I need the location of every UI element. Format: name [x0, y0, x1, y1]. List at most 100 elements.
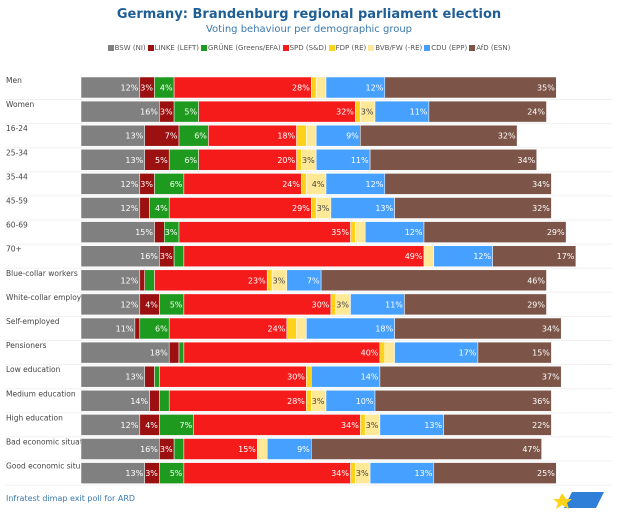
- bar-segment: [266, 269, 273, 292]
- value-label: 5%: [155, 156, 168, 165]
- value-label: 13%: [125, 469, 143, 478]
- legend-swatch: [368, 45, 375, 51]
- category-label: 16-24: [6, 124, 28, 133]
- bar-segment: [139, 197, 150, 219]
- bar-segment: [379, 365, 562, 388]
- value-label: 7%: [307, 276, 320, 285]
- bar-segment: [168, 197, 312, 219]
- legend-swatch: [107, 45, 114, 51]
- value-label: 12%: [121, 180, 139, 189]
- value-label: 13%: [125, 132, 143, 141]
- value-label: 46%: [527, 276, 545, 285]
- value-label: 4%: [145, 421, 158, 430]
- category-label: 25-34: [6, 148, 28, 157]
- value-label: 3%: [165, 228, 178, 237]
- value-label: 11%: [410, 108, 428, 117]
- bar-segment: [306, 124, 317, 147]
- bar-segment: [394, 197, 552, 219]
- value-label: 12%: [121, 421, 139, 430]
- value-label: 12%: [366, 180, 384, 189]
- category-label: Good economic situation: [6, 462, 100, 471]
- category-label: White-collar employees: [6, 293, 94, 302]
- bar-segment: [423, 245, 435, 267]
- value-label: 4%: [312, 180, 325, 189]
- value-label: 5%: [170, 300, 183, 309]
- category-label: Self-employed: [6, 317, 60, 326]
- bar-segment: [154, 365, 160, 388]
- value-label: 3%: [140, 84, 153, 93]
- bar-segment: [384, 173, 552, 195]
- legend-item: SPD (S&D): [282, 44, 327, 52]
- bar-segment: [296, 124, 307, 147]
- bar-segment: [360, 124, 518, 147]
- value-label: 28%: [287, 397, 305, 406]
- value-label: 13%: [125, 373, 143, 382]
- value-label: 15%: [238, 445, 256, 454]
- bar-segment: [173, 76, 312, 99]
- value-label: 15%: [532, 349, 550, 358]
- value-label: 37%: [542, 373, 560, 382]
- bar-segment: [198, 100, 356, 123]
- bar-segment: [168, 390, 307, 412]
- bar-segment: [306, 390, 312, 412]
- value-label: 3%: [336, 300, 349, 309]
- bar-segment: [311, 197, 317, 219]
- legend-label: CDU (EPP): [431, 44, 468, 52]
- value-label: 17%: [459, 349, 477, 358]
- value-label: 32%: [336, 108, 354, 117]
- value-label: 5%: [184, 108, 197, 117]
- value-label: 36%: [532, 397, 550, 406]
- bar-segment: [428, 100, 547, 123]
- value-label: 32%: [532, 204, 550, 213]
- legend-item: GRÜNE (Greens/EFA): [201, 44, 281, 52]
- bar-segment: [178, 341, 185, 364]
- value-label: 34%: [517, 156, 535, 165]
- value-label: 25%: [537, 469, 555, 478]
- value-label: 34%: [341, 421, 359, 430]
- bar-segment: [330, 293, 337, 316]
- bar-segment: [311, 76, 317, 99]
- legend-swatch: [469, 45, 476, 51]
- value-label: 12%: [121, 276, 139, 285]
- value-label: 3%: [160, 108, 173, 117]
- bar-segment: [193, 414, 361, 436]
- value-label: 18%: [375, 325, 393, 334]
- category-label: Men: [6, 76, 22, 85]
- bar-segment: [355, 100, 361, 123]
- value-label: 18%: [150, 349, 168, 358]
- legend-item: FDP (RE): [328, 44, 366, 52]
- value-label: 6%: [184, 156, 197, 165]
- value-label: 3%: [302, 156, 315, 165]
- value-label: 11%: [385, 300, 403, 309]
- value-label: 3%: [160, 445, 173, 454]
- value-label: 23%: [248, 276, 266, 285]
- value-label: 6%: [194, 132, 207, 141]
- bar-segment: [433, 462, 557, 484]
- value-label: 3%: [366, 421, 379, 430]
- value-label: 12%: [473, 252, 491, 261]
- legend-item: CDU (EPP): [424, 44, 467, 52]
- value-label: 30%: [287, 373, 305, 382]
- bar-segment: [350, 221, 356, 243]
- legend-label: BVB/FW (-RE): [375, 44, 423, 52]
- value-label: 30%: [312, 300, 330, 309]
- bar-segment: [384, 341, 395, 364]
- value-label: 7%: [179, 421, 192, 430]
- value-label: 29%: [547, 228, 565, 237]
- bar-segment: [134, 317, 141, 340]
- bar-segment: [384, 76, 557, 99]
- value-label: 35%: [537, 84, 555, 93]
- bar-segment: [173, 245, 185, 267]
- bar-segment: [320, 269, 547, 292]
- value-label: 22%: [532, 421, 550, 430]
- category-label: Low education: [6, 365, 61, 374]
- value-label: 34%: [542, 325, 560, 334]
- legend-item: AfD (ESN): [469, 44, 510, 52]
- value-label: 29%: [527, 300, 545, 309]
- value-label: 3%: [317, 204, 330, 213]
- bar-segment: [154, 221, 165, 243]
- value-label: 3%: [361, 108, 374, 117]
- legend: BSW (NI) LINKE (LEFT) GRÜNE (Greens/EFA) SP…: [0, 44, 618, 52]
- chart-subtitle: Voting behaviour per demographic group: [205, 24, 413, 35]
